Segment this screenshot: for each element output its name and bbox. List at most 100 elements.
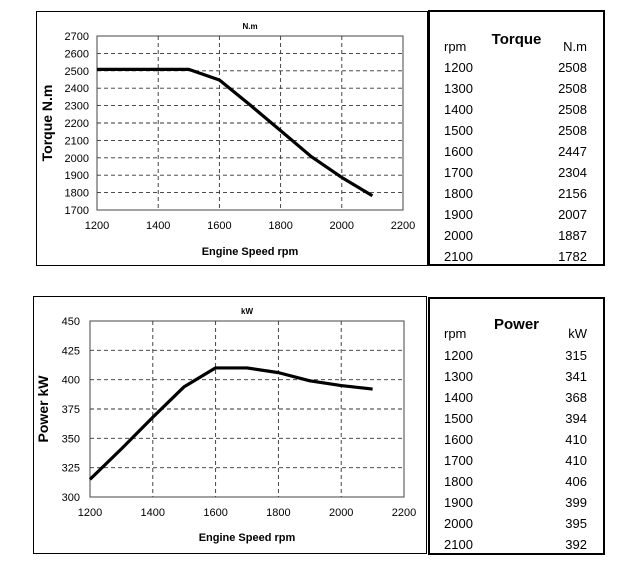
value-cell: 2304 [558,165,587,180]
power-chart: 300 325 350 375 400 425 450 1200 1400 1600 1800 200… [35,307,416,544]
y-axis-label: Torque N.m [39,85,55,162]
x-tick-label: 1200 [78,507,102,519]
y-tick-label: 2100 [65,135,89,147]
power-table-title: Power [493,316,539,333]
x-axis-label: Engine Speed rpm [202,246,299,258]
rpm-cell: 1400 [444,390,473,405]
value-cell: 410 [565,432,587,447]
y-tick-label: 450 [62,316,80,328]
rpm-cell: 1400 [444,102,473,117]
y-tick-label: 400 [62,375,80,387]
table-row: 2000 395 [430,513,603,534]
y-tick-label: 2000 [65,153,89,165]
value-cell: 2508 [558,123,587,138]
table-row: 1500 394 [430,408,603,429]
y-tick-label: 425 [62,345,80,357]
y-tick-label: 2300 [65,101,89,113]
x-axis-label: Engine Speed rpm [199,532,296,544]
power-table: Power rpm kW 1200 315 1300 341 1400 368 1500 39… [428,297,605,555]
value-cell: 410 [565,453,587,468]
value-cell: 1782 [558,249,587,264]
torque-table-title: Torque [491,31,542,48]
torque-chart: 1700 1800 1900 2000 2100 2200 2300 2400 2500 2600… [39,22,415,258]
table-row: 1700 2304 [430,162,603,183]
rpm-cell: 2100 [444,249,473,264]
y-tick-label: 2500 [65,66,89,78]
x-tick-label: 1600 [203,507,227,519]
value-cell: 2156 [558,186,587,201]
table-row: 1900 2007 [430,204,603,225]
series-line [97,67,374,198]
table-row: 1500 2508 [430,120,603,141]
value-cell: 394 [565,411,587,426]
power-table-header: Power rpm kW [430,299,603,343]
x-tick-label: 2000 [330,220,354,232]
x-tick-label: 1400 [146,220,170,232]
y-axis-label: Power kW [35,375,51,443]
torque-chart-panel: 1700 1800 1900 2000 2100 2200 2300 2400 2500 2600… [36,11,428,266]
y-tick-label: 1700 [65,205,89,217]
y-tick-label: 1900 [65,170,89,182]
value-cell: 2447 [558,144,587,159]
rpm-cell: 1900 [444,495,473,510]
rpm-cell: 1800 [444,474,473,489]
x-tick-label: 1400 [141,507,165,519]
rpm-cell: 1700 [444,165,473,180]
table-row: 1300 2508 [430,78,603,99]
y-tick-label: 325 [62,463,80,475]
x-tick-label: 1600 [207,220,231,232]
table-row: 1400 368 [430,387,603,408]
rpm-cell: 1500 [444,411,473,426]
y-tick-label: 2200 [65,118,89,130]
x-tick-label: 2000 [329,507,353,519]
value-cell: 2508 [558,60,587,75]
value-cell: 2007 [558,207,587,222]
rpm-cell: 1600 [444,432,473,447]
rpm-cell: 1700 [444,453,473,468]
table-row: 1200 2508 [430,57,603,78]
value-cell: 395 [565,516,587,531]
rpm-cell: 1600 [444,144,473,159]
chart-title: N.m [242,22,257,31]
rpm-cell: 1200 [444,60,473,75]
chart-title: kW [241,307,253,316]
value-cell: 2508 [558,102,587,117]
x-tick-label: 1200 [85,220,109,232]
y-tick-label: 2600 [65,48,89,60]
y-tick-label: 2700 [65,31,89,43]
y-tick-label: 1800 [65,188,89,200]
power-table-rpm-header: rpm [444,326,467,341]
rpm-cell: 1800 [444,186,473,201]
table-row: 1700 410 [430,450,603,471]
x-tick-label: 1800 [266,507,290,519]
table-row: 2100 1782 [430,246,603,267]
value-cell: 2508 [558,81,587,96]
rpm-cell: 2100 [444,537,473,552]
y-tick-label: 375 [62,404,80,416]
rpm-cell: 1300 [444,81,473,96]
table-row: 1600 410 [430,429,603,450]
value-cell: 1887 [558,228,587,243]
value-cell: 406 [565,474,587,489]
x-tick-label: 2200 [392,507,416,519]
x-tick-label: 1800 [268,220,292,232]
value-cell: 392 [565,537,587,552]
rpm-cell: 2000 [444,516,473,531]
torque-table-body: 1200 2508 1300 2508 1400 2508 1500 2508 1600 2447… [430,57,603,267]
table-row: 1400 2508 [430,99,603,120]
power-chart-panel: 300 325 350 375 400 425 450 1200 1400 1600 1800 200… [33,296,427,554]
rpm-cell: 1500 [444,123,473,138]
series-line [88,366,373,481]
torque-table-header: Torque rpm N.m [430,12,603,56]
torque-table-unit-header: N.m [563,39,587,54]
table-row: 2000 1887 [430,225,603,246]
table-row: 1900 399 [430,492,603,513]
x-tick-label: 2200 [391,220,415,232]
value-cell: 368 [565,390,587,405]
rpm-cell: 1200 [444,348,473,363]
table-row: 1600 2447 [430,141,603,162]
table-row: 1200 315 [430,345,603,366]
torque-table-rpm-header: rpm [444,39,467,54]
value-cell: 399 [565,495,587,510]
torque-table: Torque rpm N.m 1200 2508 1300 2508 1400 2508 1… [428,10,605,266]
